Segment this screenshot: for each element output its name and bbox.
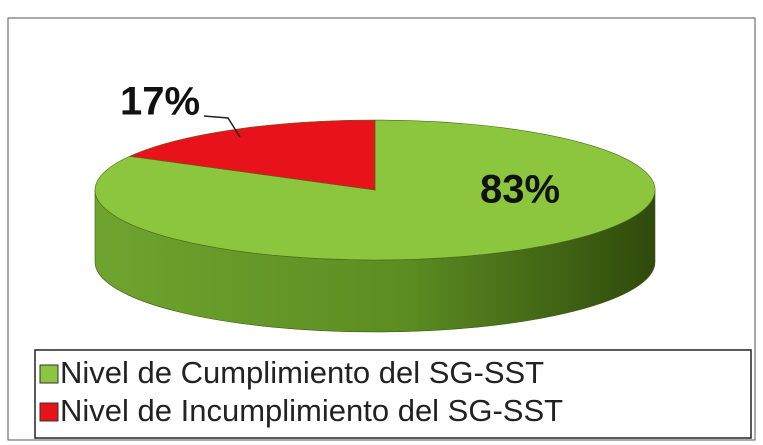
legend-label: Nivel de Incumplimiento del SG-SST: [60, 393, 563, 428]
data-label: 17%: [120, 80, 200, 124]
legend-label: Nivel de Cumplimiento del SG-SST: [60, 355, 544, 390]
legend-swatch: [39, 364, 59, 384]
data-label: 83%: [480, 168, 560, 212]
legend-box: [34, 349, 752, 439]
leader-line: [203, 115, 241, 138]
legend-swatch: [39, 402, 59, 422]
slice: [128, 119, 376, 191]
